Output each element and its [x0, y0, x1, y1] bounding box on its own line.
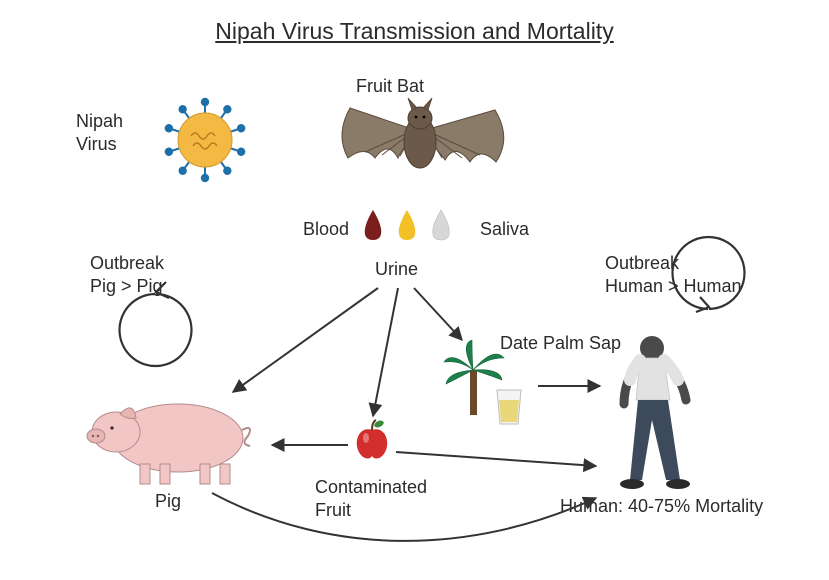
- label-contaminated-fruit: Contaminated Fruit: [315, 476, 427, 521]
- label-outbreak-human: Outbreak Human > Human: [605, 252, 742, 297]
- apple-icon: [352, 418, 392, 467]
- label-urine: Urine: [375, 258, 418, 281]
- page-title: Nipah Virus Transmission and Mortality: [215, 18, 613, 45]
- label-outbreak-pig: Outbreak Pig > Pig: [90, 252, 164, 297]
- label-blood: Blood: [303, 218, 349, 241]
- label-nipah-virus: Nipah Virus: [76, 110, 123, 155]
- palm-icon: [442, 340, 542, 440]
- virus-icon: [162, 97, 248, 188]
- human-icon: [590, 330, 710, 505]
- drops-icon: [355, 202, 475, 257]
- bat-icon: [320, 80, 520, 215]
- label-saliva: Saliva: [480, 218, 529, 241]
- pig-icon: [78, 378, 268, 498]
